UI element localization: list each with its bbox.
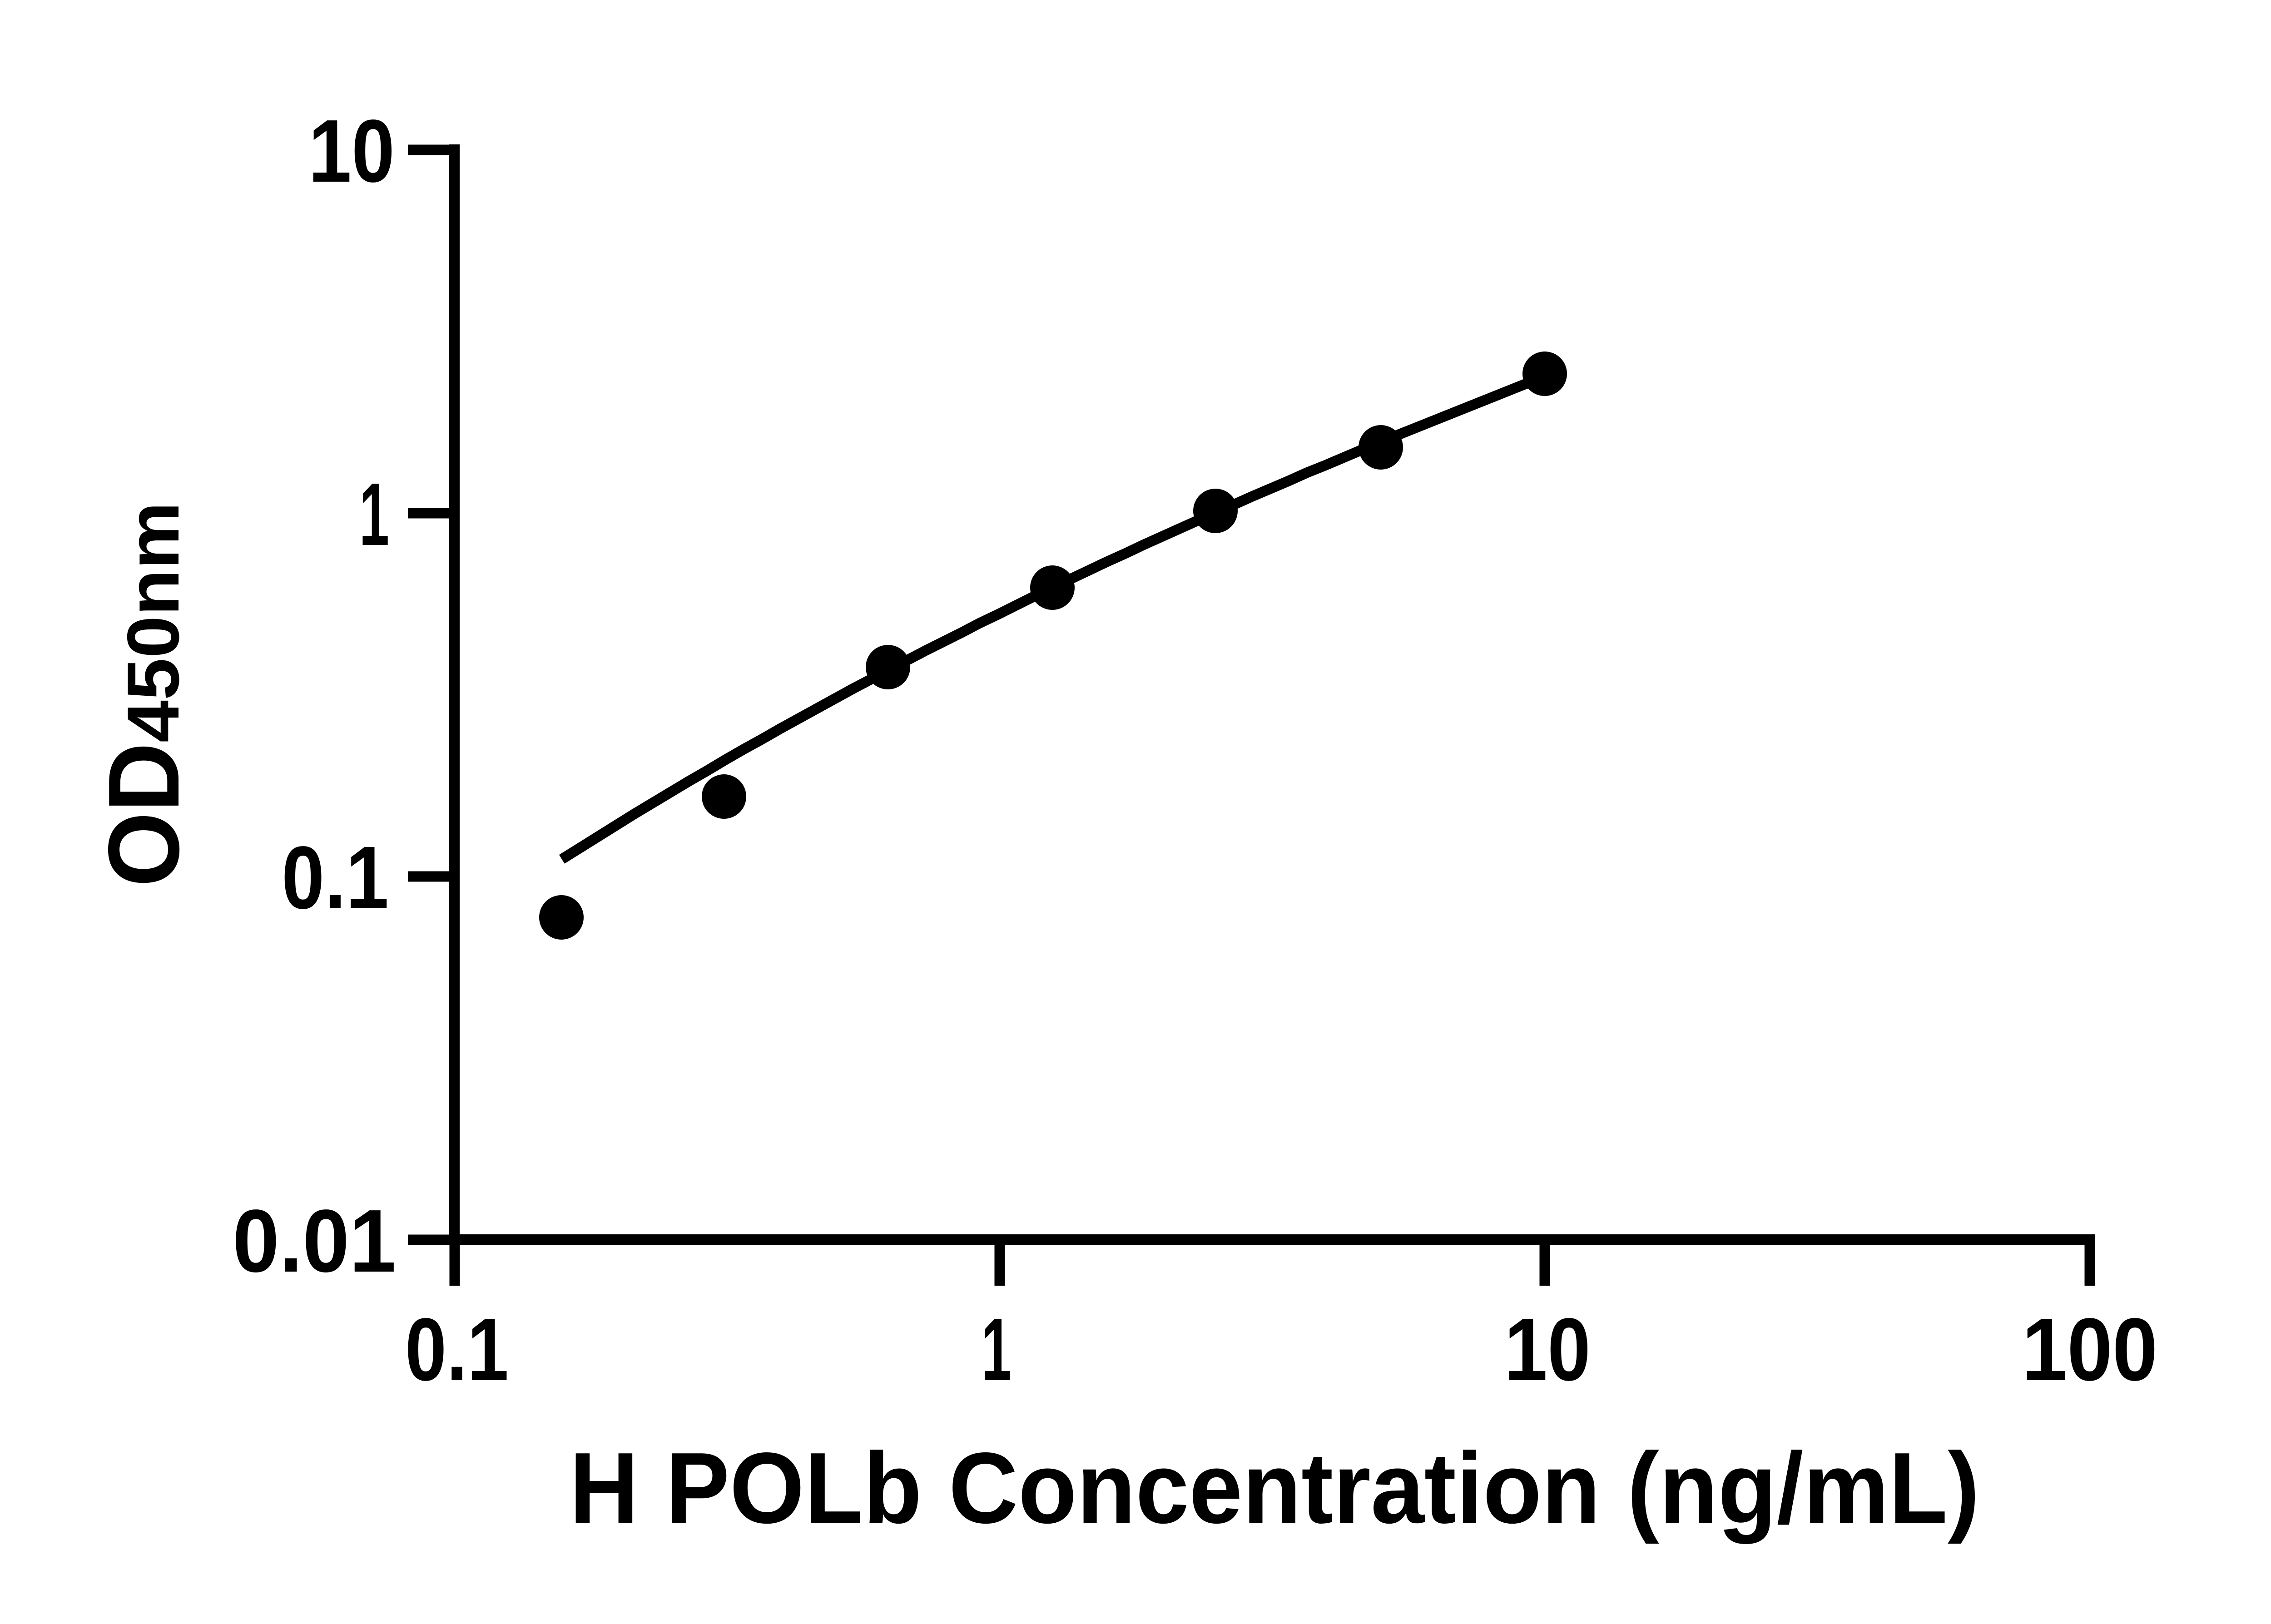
svg-text:10: 10 xyxy=(1504,1300,1591,1399)
svg-text:10: 10 xyxy=(308,101,395,201)
svg-text:H POLb Concentration (ng/mL): H POLb Concentration (ng/mL) xyxy=(570,1432,1980,1545)
svg-text:0.01: 0.01 xyxy=(233,1191,396,1291)
svg-text:0.1: 0.1 xyxy=(405,1300,509,1399)
svg-text:OD450nm: OD450nm xyxy=(88,502,200,887)
svg-text:100: 100 xyxy=(2022,1300,2158,1399)
svg-text:1: 1 xyxy=(359,465,389,564)
svg-text:1: 1 xyxy=(982,1300,1012,1399)
svg-text:0.1: 0.1 xyxy=(282,828,389,927)
